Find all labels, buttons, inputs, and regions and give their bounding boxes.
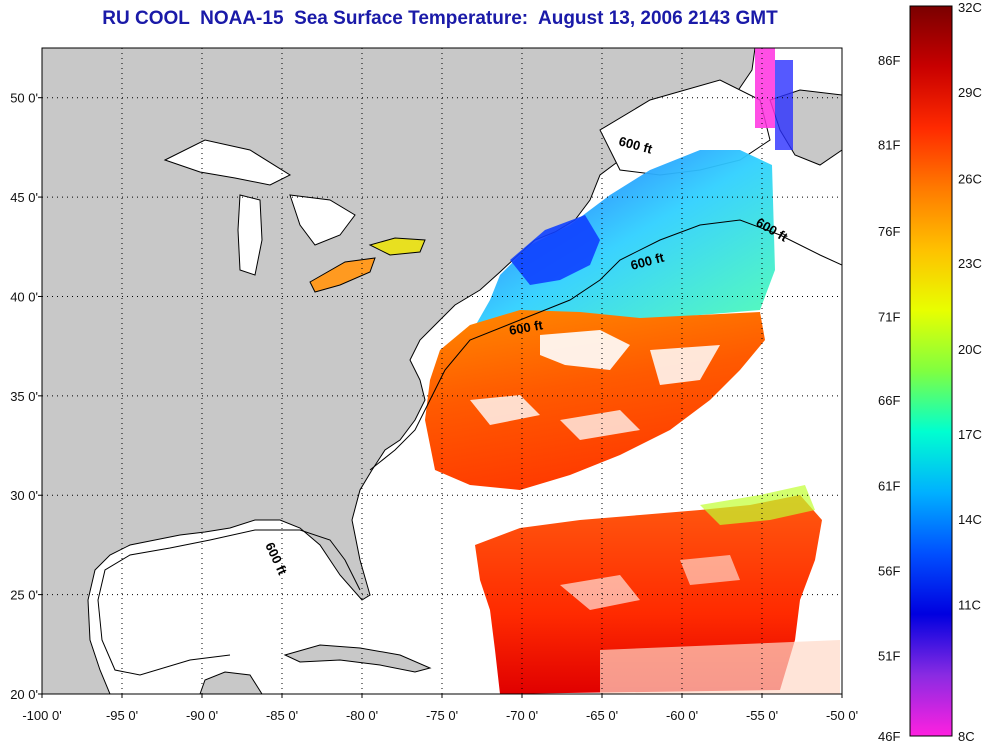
lake-huron xyxy=(289,194,356,246)
lat-tick-label: 25 0' xyxy=(10,588,38,603)
lon-tick-label: -60 0' xyxy=(666,708,698,723)
colorbar-f-label: 86F xyxy=(878,53,900,68)
colorbar-c-label: 17C xyxy=(958,427,982,442)
lat-tick-label: 40 0' xyxy=(10,289,38,304)
colorbar-f-label: 81F xyxy=(878,138,900,153)
lon-tick-label: -95 0' xyxy=(106,708,138,723)
lon-tick-label: -90 0' xyxy=(186,708,218,723)
map-grid xyxy=(42,48,842,694)
colorbar-f-label: 46F xyxy=(878,729,900,744)
colorbar-f-label: 76F xyxy=(878,224,900,239)
cloud-gap-6 xyxy=(680,555,740,585)
lon-tick-label: -75 0' xyxy=(426,708,458,723)
lon-tick-label: -100 0' xyxy=(22,708,61,723)
lat-tick-label: 45 0' xyxy=(10,190,38,205)
yucatan-land xyxy=(199,671,263,694)
lake-ontario xyxy=(368,237,426,256)
latitude-tick-labels: 20 0' 25 0' 30 0' 35 0' 40 0' 45 0' 50 0' xyxy=(10,91,42,702)
lon-tick-label: -50 0' xyxy=(826,708,858,723)
cloud-gap-5 xyxy=(560,575,640,610)
lat-tick-label: 50 0' xyxy=(10,91,38,106)
colorbar-c-label: 29C xyxy=(958,85,982,100)
colorbar-fahrenheit-labels: 86F 81F 76F 71F 66F 61F 56F 51F 46F xyxy=(878,53,900,744)
sst-blue-strip xyxy=(775,60,793,150)
isobath-600ft-atlantic xyxy=(369,219,842,471)
map-title: RU COOL NOAA-15 Sea Surface Temperature:… xyxy=(102,8,778,29)
colorbar-c-label: 14C xyxy=(958,512,982,527)
cloud-gap-4 xyxy=(560,410,640,440)
lat-tick-label: 20 0' xyxy=(10,687,38,702)
colorbar-celsius-labels: 32C 29C 26C 23C 20C 17C 14C 11C 8C xyxy=(958,0,982,744)
colorbar-c-label: 23C xyxy=(958,256,982,271)
sst-southern-warm xyxy=(475,495,822,694)
sst-southern-green-band xyxy=(700,485,815,525)
lake-michigan xyxy=(237,194,263,276)
lon-tick-label: -85 0' xyxy=(266,708,298,723)
lon-tick-label: -65 0' xyxy=(586,708,618,723)
lat-tick-label: 35 0' xyxy=(10,389,38,404)
colorbar-c-label: 20C xyxy=(958,342,982,357)
lon-tick-label: -70 0' xyxy=(506,708,538,723)
colorbar-c-label: 26C xyxy=(958,171,982,186)
lake-superior xyxy=(163,139,292,186)
colorbar-f-label: 71F xyxy=(878,309,900,324)
colorbar-f-label: 61F xyxy=(878,479,900,494)
colorbar-f-label: 56F xyxy=(878,563,900,578)
colorbar-f-label: 66F xyxy=(878,393,900,408)
colorbar-c-label: 11C xyxy=(958,598,981,613)
lat-tick-label: 30 0' xyxy=(10,488,38,503)
sst-magenta-strip xyxy=(755,48,775,128)
sst-northern-cool-patch xyxy=(470,150,775,335)
colorbar-c-label: 32C xyxy=(958,0,982,15)
sst-streaks xyxy=(600,640,840,694)
cuba-land xyxy=(283,644,432,673)
colorbar xyxy=(909,5,953,737)
lon-tick-label: -55 0' xyxy=(746,708,778,723)
isobath-600ft-gulf xyxy=(97,529,361,676)
colorbar-c-label: 8C xyxy=(958,729,975,744)
colorbar-f-label: 51F xyxy=(878,649,900,664)
lon-tick-label: -80 0' xyxy=(346,708,378,723)
cloud-gap-2 xyxy=(650,345,720,385)
north-america-land xyxy=(42,48,756,694)
cloud-gap-3 xyxy=(470,395,540,425)
cloud-gap-1 xyxy=(540,330,630,370)
contour-label-4: 600 ft xyxy=(508,317,545,338)
lake-erie xyxy=(309,257,376,293)
sst-gulf-of-maine xyxy=(510,215,600,285)
longitude-tick-labels: -100 0' -95 0' -90 0' -85 0' -80 0' -75 0' -70… xyxy=(22,694,858,723)
